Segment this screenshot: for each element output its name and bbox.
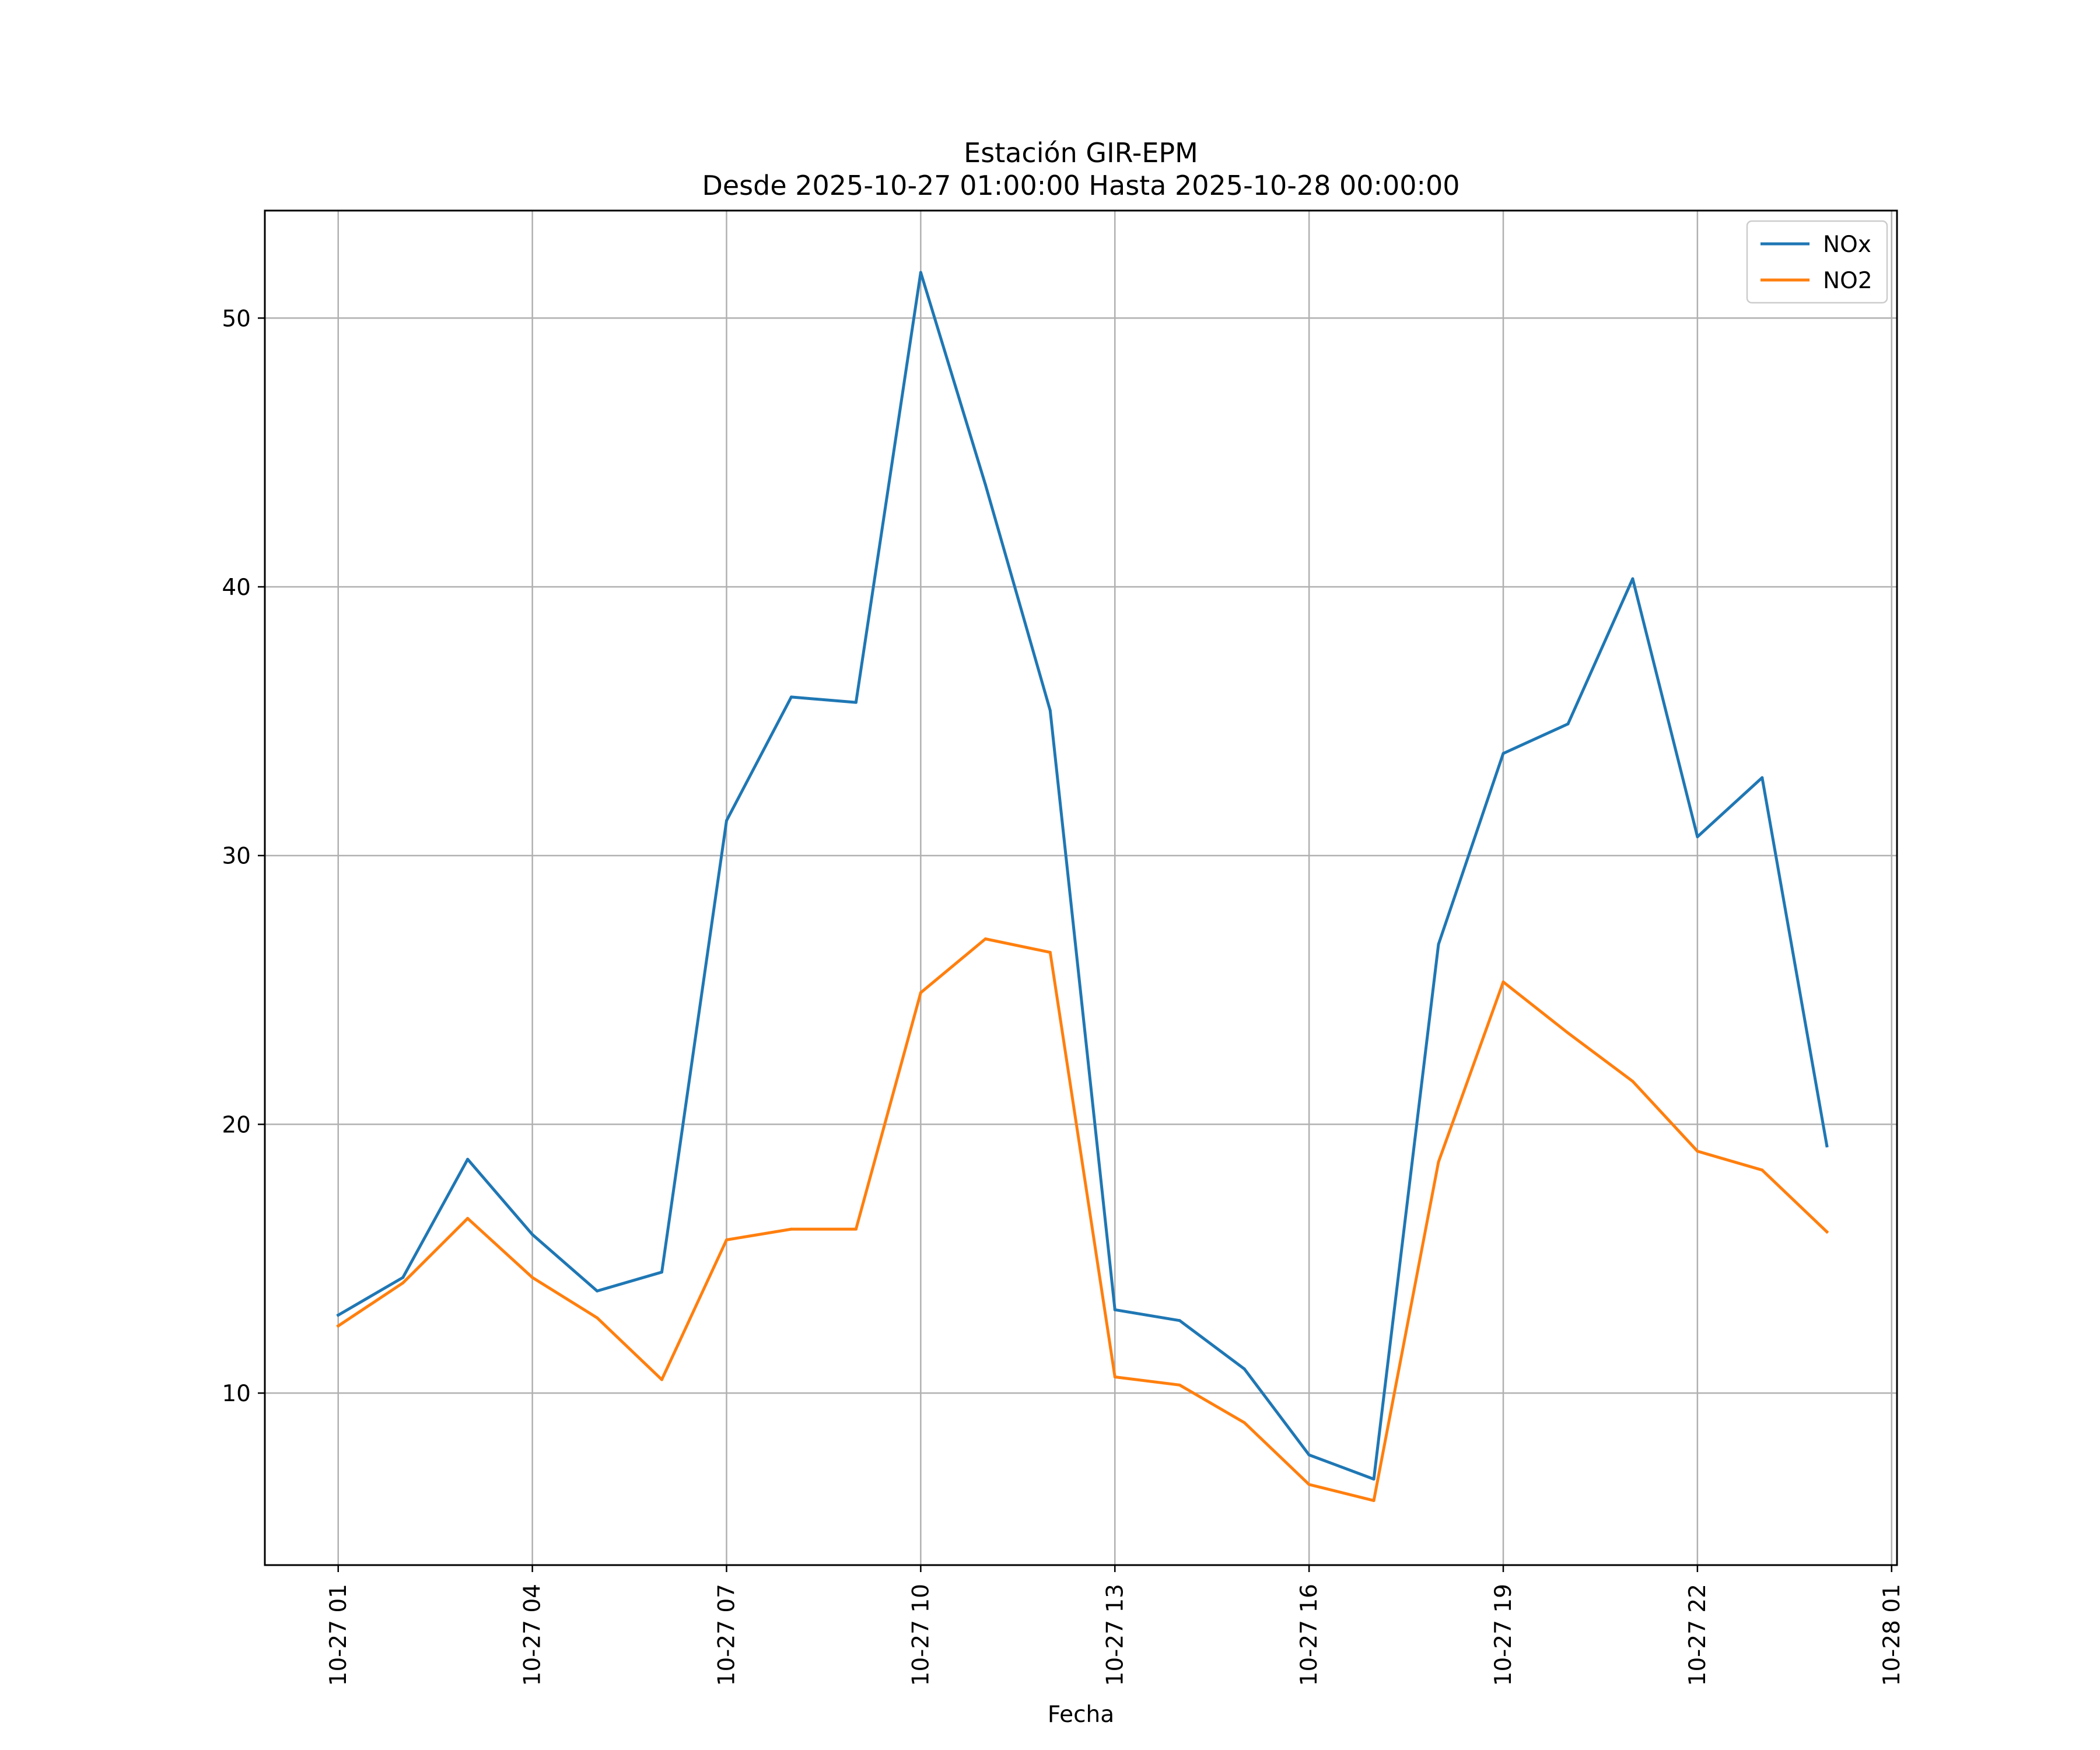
data-point-no2: [1760, 1168, 1764, 1172]
data-point-no2: [466, 1217, 470, 1220]
data-point-nox: [984, 483, 987, 487]
x-tick-label: 10-28 01: [1879, 1584, 1905, 1686]
data-point-no2: [1437, 1160, 1440, 1164]
data-point-no2: [401, 1281, 405, 1284]
data-point-nox: [1178, 1319, 1181, 1322]
data-point-no2: [1178, 1383, 1181, 1387]
y-tick-label: 10: [222, 1381, 251, 1407]
data-point-nox: [1631, 577, 1634, 580]
data-point-nox: [1566, 722, 1570, 726]
y-tick-label: 20: [222, 1112, 251, 1138]
legend-box: [1746, 220, 1888, 304]
x-tick-label: 10-27 01: [326, 1584, 352, 1686]
data-point-nox: [854, 701, 858, 704]
data-point-nox: [466, 1157, 470, 1161]
x-tick-label: 10-27 04: [520, 1584, 546, 1686]
x-tick-label: 10-27 22: [1685, 1584, 1711, 1686]
legend: NOx NO2: [1746, 220, 1888, 304]
data-point-no2: [919, 991, 922, 995]
data-point-nox: [596, 1289, 599, 1293]
x-tick-label: 10-27 19: [1490, 1584, 1517, 1686]
grid-lines: [265, 211, 1897, 1565]
legend-label-nox: NOx: [1823, 232, 1871, 258]
y-tick-label: 50: [222, 306, 251, 332]
data-point-no2: [1307, 1483, 1311, 1486]
data-point-nox: [1696, 835, 1699, 838]
data-point-nox: [1307, 1453, 1311, 1457]
x-axis-label: Fecha: [1048, 1702, 1114, 1728]
plot-frame: [264, 209, 1898, 1566]
data-point-no2: [531, 1276, 534, 1279]
x-tick-label: 10-27 16: [1296, 1584, 1322, 1686]
data-point-no2: [1113, 1376, 1116, 1378]
y-tick-label: 30: [222, 844, 251, 870]
data-point-no2: [1631, 1080, 1634, 1083]
data-point-no2: [1696, 1150, 1699, 1153]
data-point-nox: [1502, 752, 1505, 755]
data-point-no2: [984, 937, 987, 941]
data-point-no2: [1242, 1421, 1246, 1424]
x-tick-label: 10-27 10: [908, 1584, 934, 1686]
data-point-nox: [1760, 776, 1764, 779]
data-point-no2: [1372, 1499, 1376, 1502]
data-point-no2: [660, 1378, 664, 1381]
data-point-no2: [1502, 980, 1505, 984]
data-point-nox: [1048, 709, 1052, 712]
legend-label-no2: NO2: [1823, 268, 1873, 294]
x-tick-label: 10-27 07: [714, 1584, 740, 1686]
data-point-no2: [1048, 951, 1052, 954]
series-line-no2: [336, 937, 1829, 1502]
data-point-nox: [789, 695, 793, 699]
data-point-no2: [1825, 1230, 1829, 1234]
data-point-nox: [531, 1233, 534, 1236]
data-point-nox: [1825, 1144, 1829, 1147]
data-point-nox: [1113, 1308, 1116, 1311]
axis-ticks: 10-27 01 10-27 04 10-27 07 10-27 10 10-27 13…: [222, 306, 1905, 1686]
data-point-nox: [725, 819, 729, 822]
x-tick-label: 10-27 13: [1102, 1584, 1128, 1686]
data-point-nox: [1437, 943, 1440, 946]
data-point-no2: [337, 1324, 340, 1328]
series-line-nox: [336, 271, 1829, 1481]
data-point-nox: [1242, 1367, 1246, 1371]
chart-title: Estación GIR-EPM: [964, 137, 1198, 169]
data-point-no2: [854, 1227, 858, 1231]
data-point-nox: [401, 1276, 405, 1279]
data-point-no2: [596, 1316, 599, 1320]
y-tick-label: 40: [222, 575, 251, 601]
data-point-nox: [919, 271, 922, 274]
data-point-no2: [1566, 1031, 1570, 1035]
data-point-nox: [1372, 1478, 1376, 1481]
data-point-nox: [660, 1270, 664, 1274]
data-point-nox: [337, 1314, 340, 1317]
data-point-no2: [789, 1227, 793, 1231]
data-point-no2: [725, 1238, 729, 1242]
series-lines: [336, 271, 1829, 1502]
chart-subtitle: Desde 2025-10-27 01:00:00 Hasta 2025-10-…: [702, 170, 1460, 201]
